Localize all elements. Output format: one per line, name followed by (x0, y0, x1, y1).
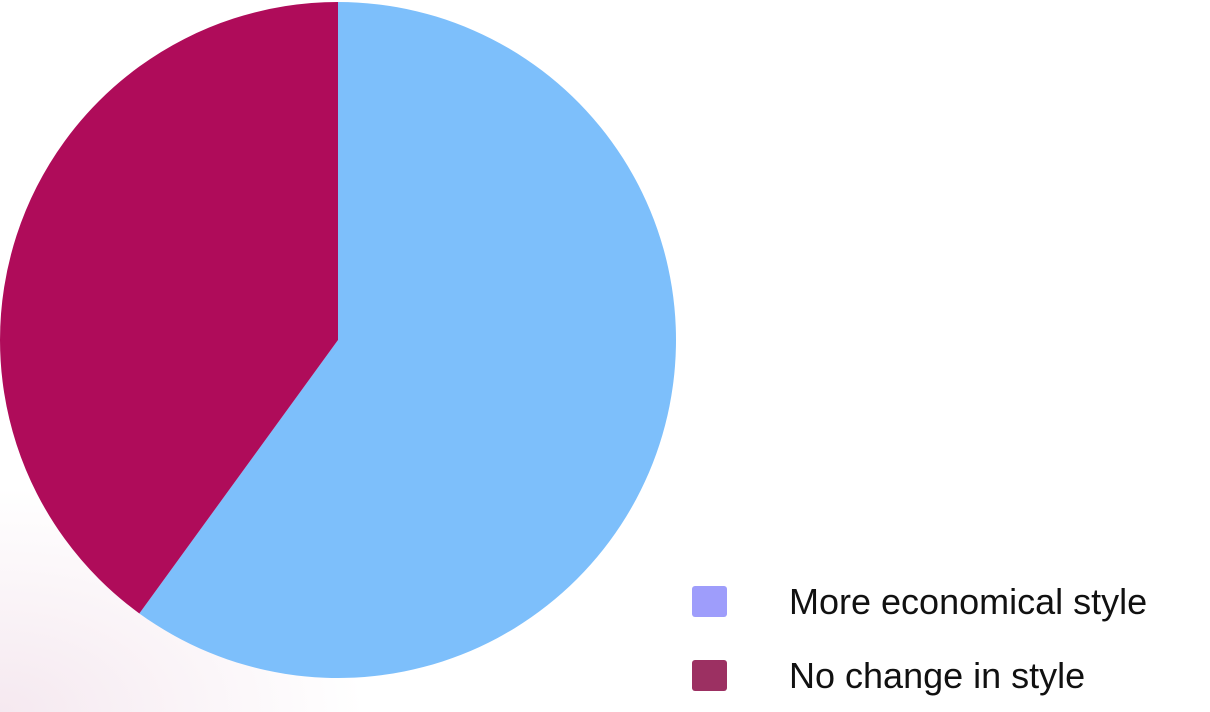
legend-swatch-no-change-in-style (692, 660, 727, 691)
legend-label-no-change-in-style: No change in style (789, 655, 1086, 696)
legend-item-no-change-in-style: No change in style (692, 652, 1207, 712)
legend: More economical style No change in style (692, 578, 1207, 712)
legend-label-more-economical-style: More economical style (789, 581, 1148, 622)
legend-swatch-more-economical-style (692, 586, 727, 617)
pie-slice-no-change-in-style (0, 2, 338, 614)
pie-slice-more-economical-style (139, 2, 676, 678)
pie-slices (0, 2, 676, 678)
legend-item-more-economical-style: More economical style (692, 578, 1207, 652)
